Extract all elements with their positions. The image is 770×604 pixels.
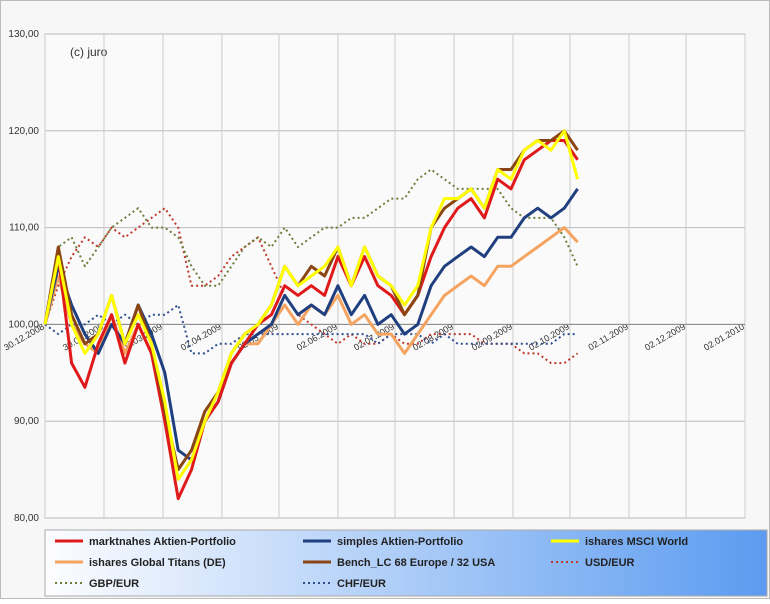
y-tick-label: 100,00 xyxy=(8,319,39,330)
series-line xyxy=(43,139,579,501)
y-tick-label: 110,00 xyxy=(9,223,39,234)
legend-label: simples Aktien-Portfolio xyxy=(337,536,463,548)
annotation: (c) juro xyxy=(70,45,108,59)
legend-box xyxy=(44,529,768,597)
legend-label: ishares Global Titans (DE) xyxy=(89,557,226,569)
y-tick-label: 80,00 xyxy=(14,513,39,524)
y-tick-label: 120,00 xyxy=(8,126,39,137)
legend-label: Bench_LC 68 Europe / 32 USA xyxy=(337,557,495,569)
y-tick-label: 90,00 xyxy=(14,416,39,427)
series-line xyxy=(43,129,580,481)
legend-label: CHF/EUR xyxy=(337,578,386,590)
legend-label: marktnahes Aktien-Portfolio xyxy=(89,536,236,548)
series-line xyxy=(44,207,579,365)
legend-label: ishares MSCI World xyxy=(585,536,688,548)
legend-label: GBP/EUR xyxy=(89,578,139,590)
y-tick-label: 130,00 xyxy=(8,29,39,40)
legend-label: USD/EUR xyxy=(585,557,635,569)
series-line xyxy=(44,168,579,325)
